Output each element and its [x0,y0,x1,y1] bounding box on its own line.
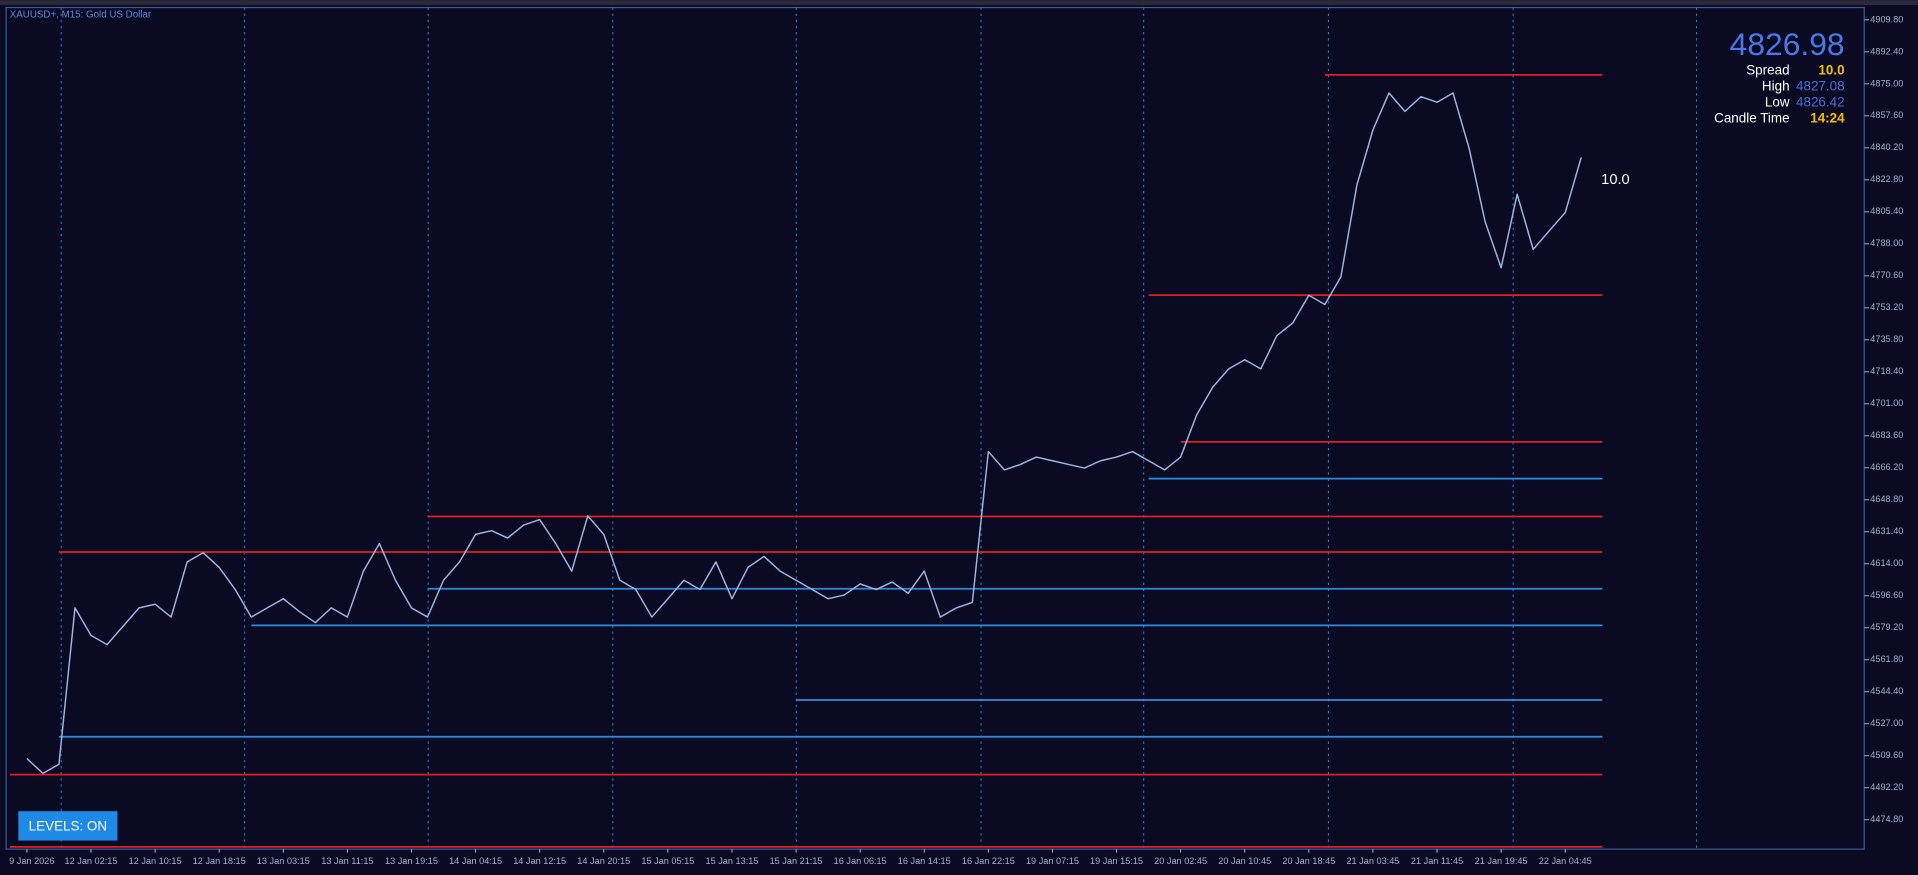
x-tick-label: 12 Jan 18:15 [193,856,246,866]
x-tick-label: 14 Jan 20:15 [577,856,630,866]
y-tick-label: 4579.20 [1870,622,1903,632]
y-tick-label: 4822.80 [1870,174,1903,184]
x-tick-label: 13 Jan 11:15 [321,856,373,866]
y-tick-label: 4701.00 [1870,398,1903,408]
y-tick-label: 4614.00 [1870,558,1903,568]
x-tick-label: 13 Jan 19:15 [385,856,438,866]
y-tick-label: 4648.80 [1870,494,1903,504]
x-tick-label: 16 Jan 22:15 [962,856,1015,866]
x-tick-label: 15 Jan 05:15 [641,856,694,866]
current-price: 4826.98 [1730,26,1845,62]
y-tick-label: 4527.00 [1870,718,1903,728]
x-tick-label: 15 Jan 21:15 [770,856,823,866]
plot-frame [5,6,1865,850]
y-tick-label: 4909.80 [1870,14,1903,24]
y-tick-label: 4805.40 [1870,206,1903,216]
panel-value: 4827.08 [1796,79,1845,94]
y-tick-label: 4596.60 [1870,590,1903,600]
x-tick-label: 15 Jan 13:15 [705,856,758,866]
panel-label: Spread [1746,63,1789,78]
panel-value: 10.0 [1818,63,1844,78]
y-tick-label: 4666.20 [1870,462,1903,472]
y-tick-label: 4718.40 [1870,366,1903,376]
x-tick-label: 20 Jan 10:45 [1218,856,1271,866]
y-tick-label: 4857.60 [1870,110,1903,120]
x-tick-label: 14 Jan 04:15 [449,856,502,866]
x-tick-label: 12 Jan 02:15 [65,856,118,866]
y-tick-label: 4875.00 [1870,78,1903,88]
y-tick-label: 4892.40 [1870,46,1903,56]
top-bar [0,0,1918,6]
y-tick-label: 4561.80 [1870,654,1903,664]
spread-label: 10.0 [1601,172,1630,188]
y-tick-label: 4631.40 [1870,526,1903,536]
panel-label: Low [1765,94,1790,109]
x-tick-label: 9 Jan 2026 [9,856,54,866]
x-tick-label: 12 Jan 10:15 [129,856,182,866]
panel-value: 4826.42 [1796,94,1845,109]
panel-value: 14:24 [1810,110,1845,125]
x-tick-label: 14 Jan 12:15 [513,856,566,866]
x-tick-label: 21 Jan 03:45 [1346,856,1399,866]
panel-label: High [1762,79,1790,94]
y-tick-label: 4788.00 [1870,238,1903,248]
y-tick-label: 4770.60 [1870,270,1903,280]
levels-button[interactable] [18,811,118,841]
y-tick-label: 4474.80 [1870,814,1903,824]
y-tick-label: 4735.80 [1870,334,1903,344]
y-tick-label: 4683.60 [1870,430,1903,440]
symbol-title: XAUUSD+, M15: Gold US Dollar [10,9,152,20]
x-tick-label: 20 Jan 18:45 [1282,856,1335,866]
y-tick-label: 4509.60 [1870,750,1903,760]
x-tick-label: 22 Jan 04:45 [1539,856,1592,866]
levels-button-label[interactable]: LEVELS: ON [29,819,107,834]
x-tick-label: 19 Jan 07:15 [1026,856,1079,866]
y-tick-label: 4492.20 [1870,782,1903,792]
x-tick-label: 20 Jan 02:45 [1154,856,1207,866]
x-tick-label: 16 Jan 14:15 [898,856,951,866]
y-tick-label: 4544.40 [1870,686,1903,696]
y-tick-label: 4840.20 [1870,142,1903,152]
x-tick-label: 21 Jan 19:45 [1475,856,1528,866]
price-line [26,92,1582,775]
x-tick-label: 13 Jan 03:15 [257,856,310,866]
x-tick-label: 16 Jan 06:15 [834,856,887,866]
x-tick-label: 19 Jan 15:15 [1090,856,1143,866]
panel-label: Candle Time [1714,110,1789,125]
y-tick-label: 4753.20 [1870,302,1903,312]
x-tick-label: 21 Jan 11:45 [1411,856,1463,866]
